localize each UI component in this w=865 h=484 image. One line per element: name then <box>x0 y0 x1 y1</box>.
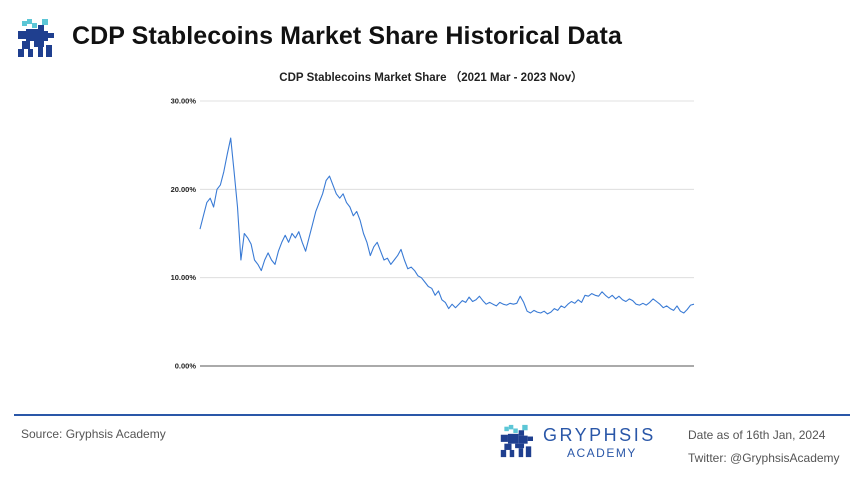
y-tick-label: 20.00% <box>171 185 197 194</box>
chart-title: CDP Stablecoins Market Share （2021 Mar -… <box>279 70 582 84</box>
gryphon-logo-icon <box>500 424 533 458</box>
y-tick-label: 30.00% <box>171 97 197 106</box>
y-tick-label: 0.00% <box>175 362 197 371</box>
brand-name: GRYPHSIS <box>543 425 656 445</box>
gridlines <box>200 100 694 367</box>
twitter-handle[interactable]: Twitter: @GryphsisAcademy <box>688 451 840 465</box>
brand-subtitle: ACADEMY <box>567 446 637 460</box>
y-tick-label: 10.00% <box>171 273 197 282</box>
page-title: CDP Stablecoins Market Share Historical … <box>72 22 622 50</box>
series-line-0 <box>199 137 695 315</box>
series-layer <box>199 137 695 315</box>
gryphon-logo-icon <box>18 19 54 57</box>
y-axis-ticks: 0.00% 10.00% 20.00% 30.00% <box>171 97 197 371</box>
source-text: Source: Gryphsis Academy <box>21 427 166 441</box>
footer-divider <box>14 414 850 416</box>
date-text: Date as of 16th Jan, 2024 <box>688 428 826 442</box>
